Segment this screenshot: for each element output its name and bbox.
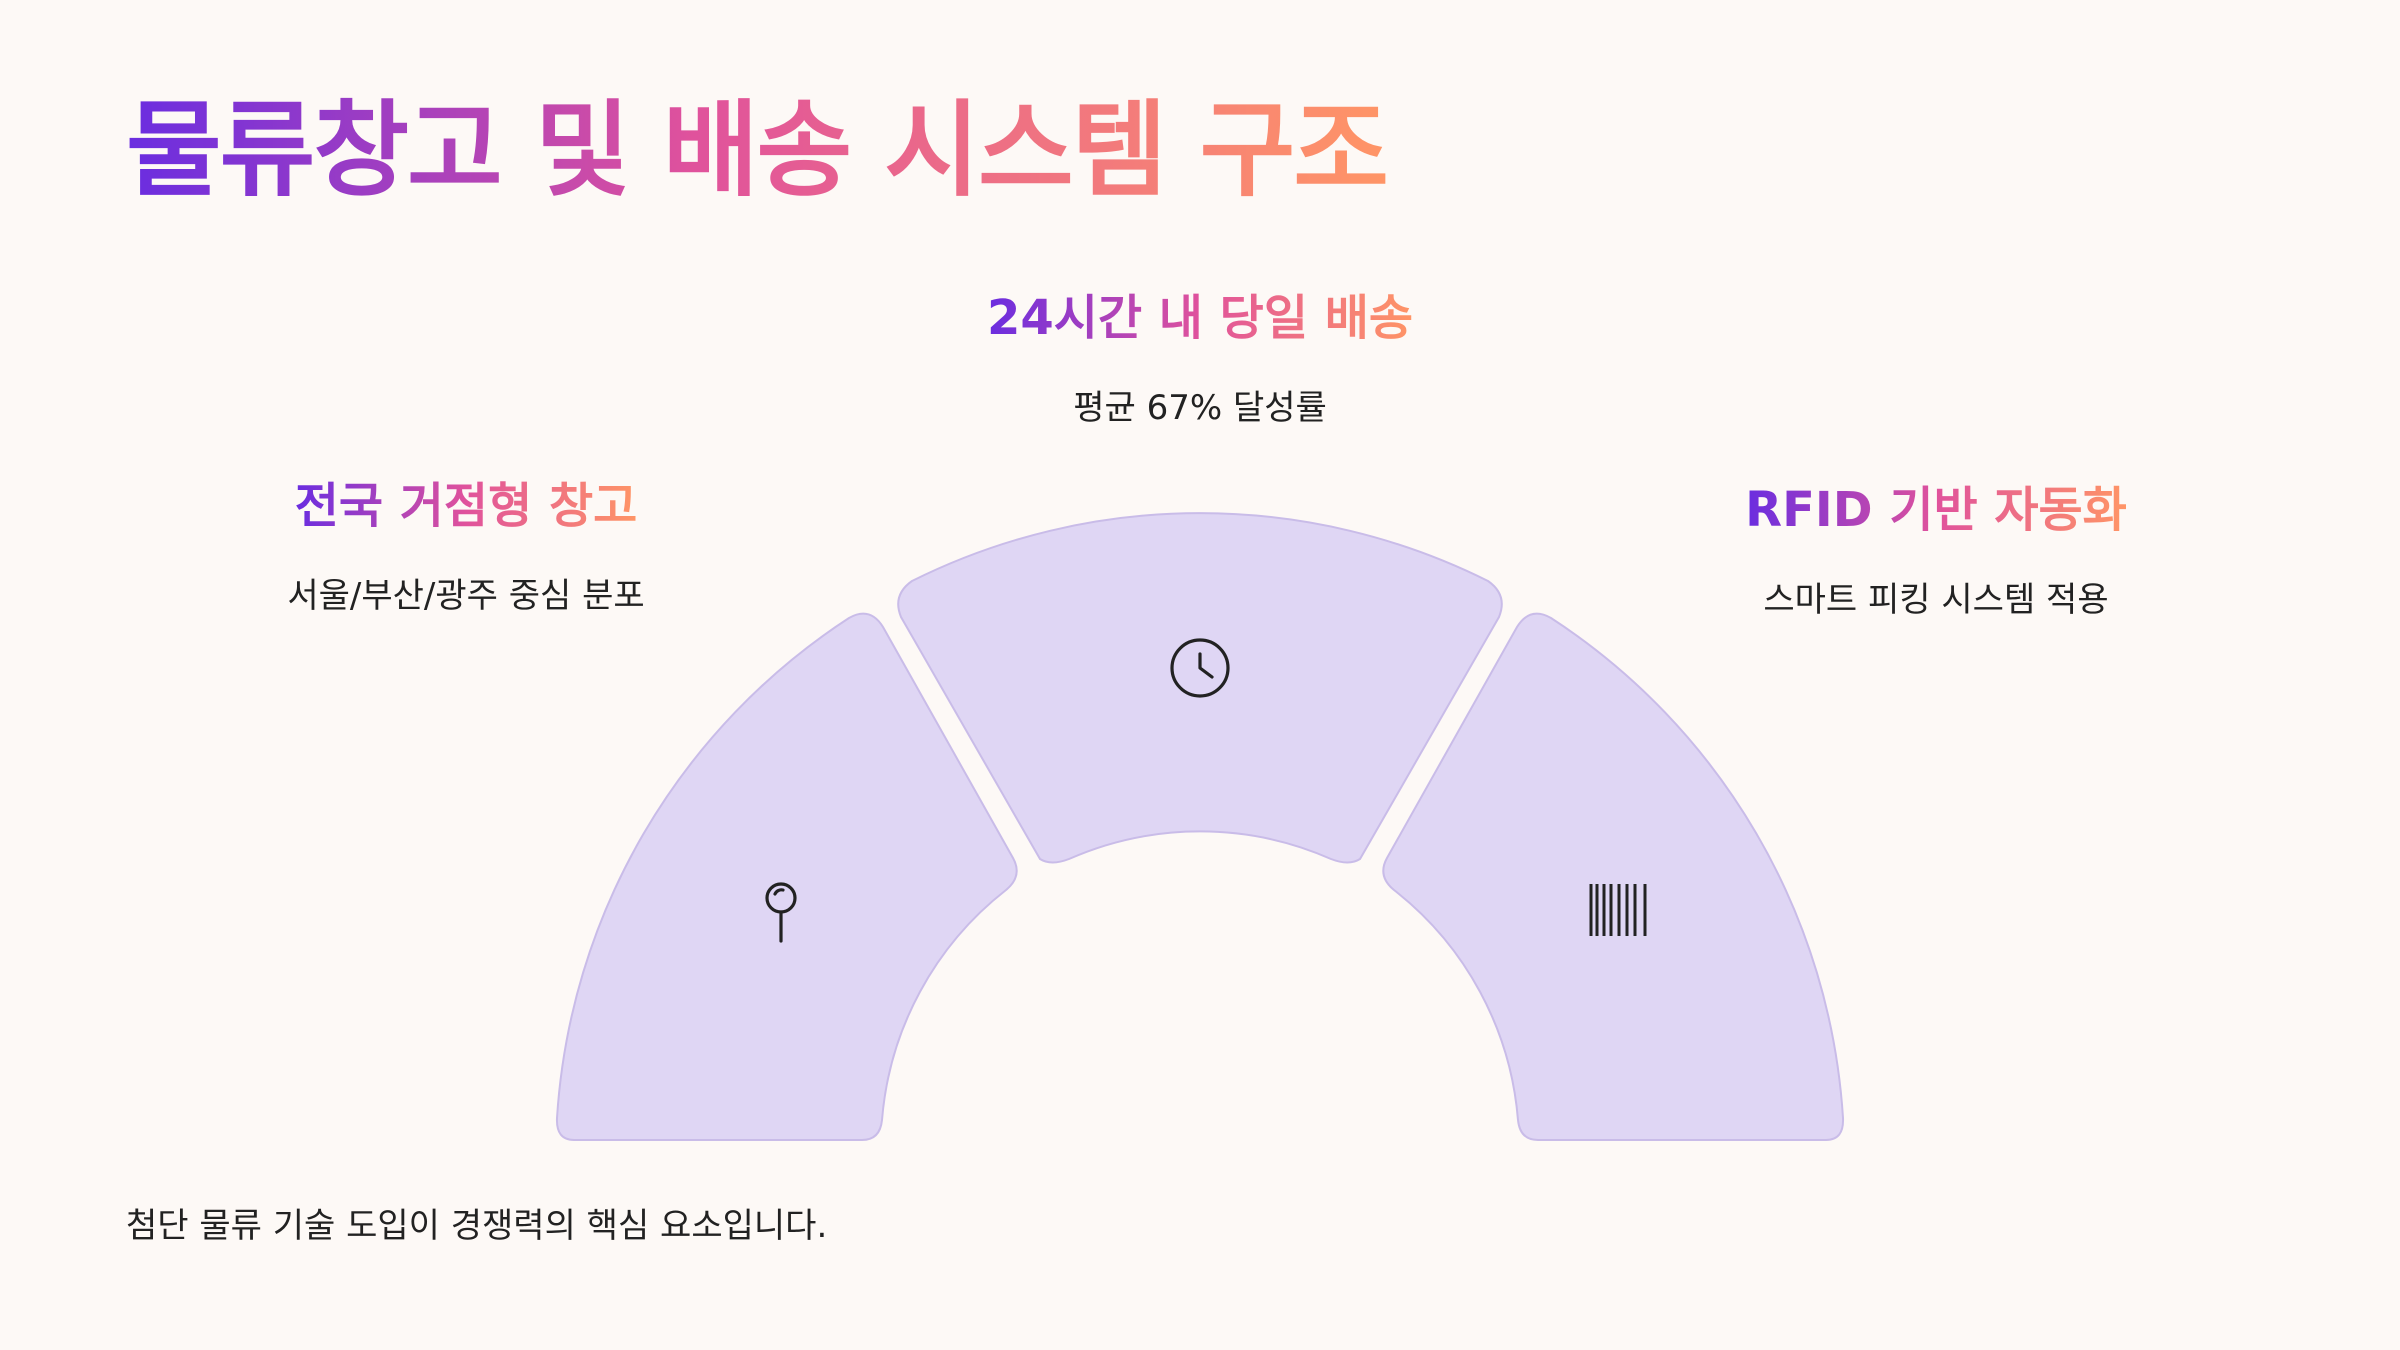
feature-warehouse-title: 전국 거점형 창고	[294, 478, 638, 534]
feature-warehouse: 전국 거점형 창고 서울/부산/광주 중심 분포	[186, 478, 746, 617]
footnote: 첨단 물류 기술 도입이 경쟁력의 핵심 요소입니다.	[126, 1206, 828, 1246]
feature-automation: RFID 기반 자동화 스마트 피킹 시스템 적용	[1656, 482, 2216, 621]
feature-warehouse-description: 서울/부산/광주 중심 분포	[287, 575, 645, 616]
segment-right	[1382, 612, 1845, 1141]
feature-delivery-title: 24시간 내 당일 배송	[986, 290, 1414, 346]
barcode-icon	[1589, 884, 1647, 936]
page-title: 물류창고 및 배송 시스템 구조	[126, 89, 1389, 211]
segment-center-shape	[897, 512, 1503, 864]
feature-automation-description: 스마트 피킹 시스템 적용	[1763, 579, 2109, 620]
feature-automation-title: RFID 기반 자동화	[1745, 482, 2127, 538]
feature-delivery-description: 평균 67% 달성률	[1073, 387, 1327, 428]
segment-left	[555, 612, 1018, 1141]
map-pin-icon	[765, 882, 797, 943]
feature-delivery: 24시간 내 당일 배송 평균 67% 달성률	[920, 290, 1480, 429]
segment-center	[897, 512, 1503, 864]
clock-icon	[1170, 638, 1230, 698]
segment-left-shape	[555, 612, 1018, 1141]
segment-right-shape	[1382, 612, 1845, 1141]
